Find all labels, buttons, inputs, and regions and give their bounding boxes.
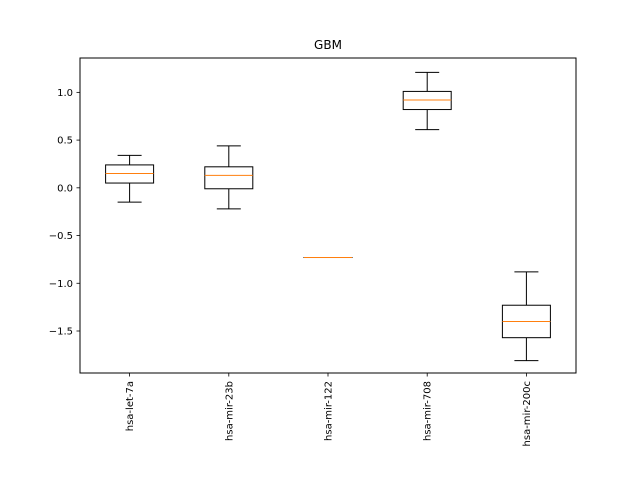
y-tick-label: 0.0 (57, 183, 73, 194)
y-tick-label: −1.0 (49, 279, 73, 290)
chart-title: GBM (314, 38, 342, 52)
box-group-hsa-let-7a (105, 154, 155, 203)
box-group-hsa-mir-708 (402, 71, 452, 131)
boxes-layer (105, 71, 551, 362)
x-tick-label-hsa-mir-122: hsa-mir-122 (324, 381, 335, 441)
y-tick-label: 0.5 (57, 136, 73, 147)
x-tick-label-hsa-let-7a: hsa-let-7a (125, 381, 136, 431)
y-tick-label: 1.0 (57, 88, 73, 99)
box-group-hsa-mir-200c (501, 271, 551, 362)
x-tick-label-hsa-mir-200c: hsa-mir-200c (522, 381, 533, 446)
x-axis: hsa-let-7a hsa-mir-23b hsa-mir-122 hsa-mir-… (125, 373, 533, 446)
y-tick-label: −0.5 (49, 231, 73, 242)
y-tick-label: −1.5 (49, 327, 73, 338)
x-tick-label-hsa-mir-23b: hsa-mir-23b (224, 381, 235, 441)
box-iqr (204, 166, 254, 190)
x-tick-label-hsa-mir-708: hsa-mir-708 (423, 381, 434, 441)
box-group-hsa-mir-23b (204, 145, 254, 210)
axes-frame (79, 57, 577, 374)
y-axis: −1.5 −1.0 −0.5 0.0 0.5 1.0 (49, 88, 80, 338)
